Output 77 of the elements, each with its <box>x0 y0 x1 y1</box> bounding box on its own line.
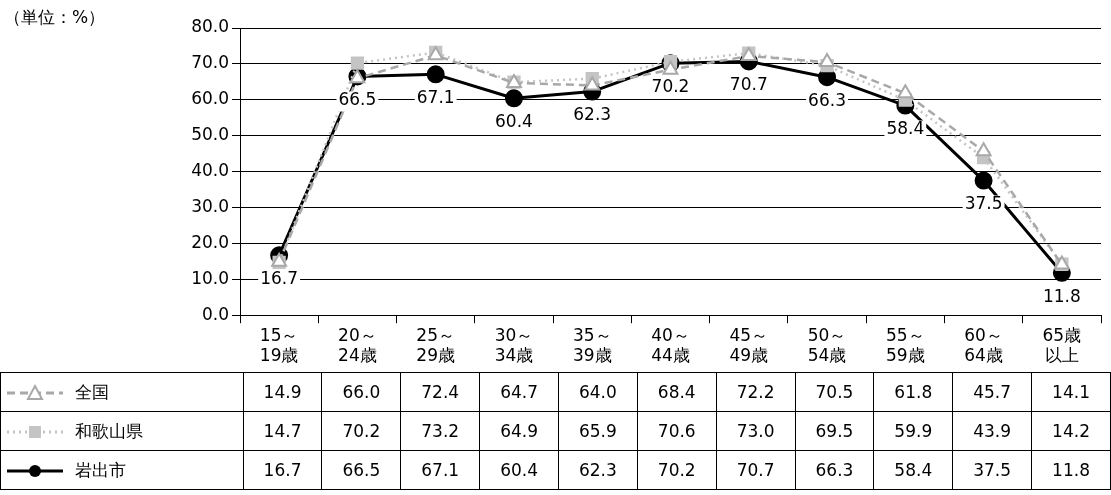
x-tick-label: 60～64歳 <box>964 324 1003 366</box>
text: 66.5 <box>338 89 377 110</box>
point <box>662 60 679 75</box>
data-label: 64.9 <box>479 411 559 451</box>
data-label: 11.8 <box>1031 450 1111 490</box>
y-tick-label: 10.0 <box>191 267 229 288</box>
data-label: 14.1 <box>1031 372 1111 412</box>
point <box>426 65 445 84</box>
text: 60.4 <box>495 111 533 132</box>
data-label: 68.4 <box>637 372 717 412</box>
legend-label: 岩出市 <box>75 459 126 480</box>
data-label: 70.5 <box>795 372 874 412</box>
text: 16.7 <box>260 268 299 289</box>
data-label: 70.7 <box>716 450 796 490</box>
data-label: 69.5 <box>795 411 874 451</box>
x-tick-label: 30～34歳 <box>494 324 534 366</box>
point <box>819 53 835 68</box>
text: （単位：%） <box>4 6 106 29</box>
data-label: 70.2 <box>321 411 401 451</box>
data-label: 70.2 <box>637 450 717 490</box>
x-tick-label: 25～29歳 <box>416 324 455 366</box>
text: 37.5 <box>964 193 1003 214</box>
y-tick-label: 70.0 <box>191 52 229 73</box>
point <box>584 76 601 91</box>
y-tick-label: 50.0 <box>191 124 229 145</box>
x-tick-label: 20～24歳 <box>338 324 377 366</box>
data-label: 65.9 <box>558 411 638 451</box>
legend-label: 和歌山県 <box>75 420 143 441</box>
data-label: 16.7 <box>243 450 322 490</box>
data-label: 70.6 <box>637 411 717 451</box>
y-tick-label: 30.0 <box>191 195 229 216</box>
data-label: 60.4 <box>479 450 559 490</box>
y-tick-label: 20.0 <box>191 231 229 252</box>
data-label: 64.7 <box>479 372 559 412</box>
text: 62.3 <box>573 104 612 125</box>
data-label: 72.2 <box>716 372 796 412</box>
y-tick-label: 60.0 <box>191 88 229 109</box>
data-label: 64.0 <box>558 372 638 412</box>
y-tick-label: 40.0 <box>191 160 229 181</box>
point <box>975 142 992 157</box>
data-label: 14.2 <box>1031 411 1111 451</box>
x-tick-label: 45～49歳 <box>729 324 769 366</box>
x-tick-label: 35～39歳 <box>572 324 612 366</box>
data-label: 37.5 <box>952 450 1032 490</box>
data-label: 43.9 <box>952 411 1032 451</box>
data-label: 66.0 <box>321 372 401 412</box>
data-label: 67.1 <box>400 450 480 490</box>
text: 58.4 <box>886 118 925 139</box>
x-tick-label: 40～44歳 <box>651 324 690 366</box>
data-label: 61.8 <box>873 372 953 412</box>
point <box>897 84 914 99</box>
data-label: 66.5 <box>321 450 401 490</box>
x-tick-label: 55～59歳 <box>886 324 925 366</box>
x-tick-label: 65歳以上 <box>1042 324 1082 366</box>
text: 66.3 <box>808 90 846 111</box>
data-label: 73.2 <box>400 411 480 451</box>
data-label: 58.4 <box>873 450 953 490</box>
point <box>974 171 993 190</box>
point <box>504 89 523 108</box>
data-label: 62.3 <box>558 450 638 490</box>
text: 67.1 <box>416 87 455 108</box>
x-tick-label: 50～54歳 <box>807 324 847 366</box>
text: 11.8 <box>1042 285 1081 306</box>
data-label: 66.3 <box>795 450 874 490</box>
data-label: 14.9 <box>243 372 322 412</box>
y-tick-label: 0.0 <box>201 303 229 324</box>
data-label: 59.9 <box>873 411 953 451</box>
y-tick-label: 80.0 <box>191 16 229 37</box>
data-label: 45.7 <box>952 372 1032 412</box>
legend-label: 全国 <box>75 381 109 402</box>
data-label: 73.0 <box>716 411 796 451</box>
x-tick-label: 15～19歳 <box>259 324 299 366</box>
text: 70.7 <box>729 74 768 95</box>
data-label: 72.4 <box>400 372 480 412</box>
data-label: 14.7 <box>243 411 322 451</box>
text: 70.2 <box>651 76 690 97</box>
point <box>350 56 365 70</box>
